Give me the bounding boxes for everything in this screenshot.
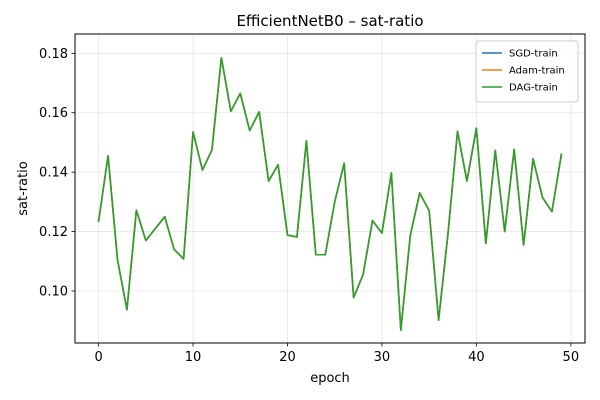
plot-frame bbox=[74, 33, 586, 344]
x-tick-label: 30 bbox=[374, 350, 391, 365]
y-tick-label: 0.16 bbox=[39, 106, 68, 121]
y-tick-label: 0.14 bbox=[39, 166, 68, 181]
x-tick-label: 50 bbox=[563, 350, 580, 365]
series-line-dag-train bbox=[97, 56, 563, 332]
chart-title: EfficientNetB0 – sat-ratio bbox=[236, 12, 423, 30]
x-tick-label: 20 bbox=[279, 350, 296, 365]
x-tick-label: 10 bbox=[185, 350, 202, 365]
legend-label: DAG-train bbox=[509, 83, 558, 94]
x-axis-title: epoch bbox=[310, 371, 350, 386]
y-tick-label: 0.12 bbox=[39, 225, 68, 240]
y-tick-label: 0.18 bbox=[39, 47, 68, 62]
legend-label: SGD-train bbox=[509, 49, 558, 60]
series-layer bbox=[97, 56, 563, 332]
legend-label: Adam-train bbox=[509, 66, 565, 77]
tick-layer: 0 10 20 30 40 50 0.10 0.12 0.14 0.16 0.18 bbox=[39, 47, 579, 365]
y-tick-label: 0.10 bbox=[39, 285, 68, 300]
x-tick-label: 40 bbox=[468, 350, 485, 365]
y-axis-title: sat-ratio bbox=[16, 161, 31, 216]
legend: SGD-train Adam-train DAG-train bbox=[475, 40, 579, 103]
x-tick-label: 0 bbox=[94, 350, 102, 365]
